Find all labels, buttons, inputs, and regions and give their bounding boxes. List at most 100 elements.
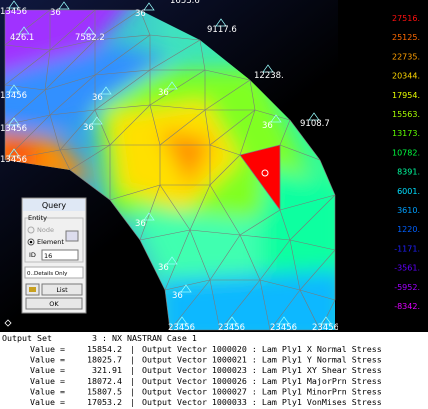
constraint-marker	[91, 116, 103, 125]
mesh-edge	[44, 39, 96, 91]
mesh-edge	[69, 169, 111, 201]
row-vector: Output Vector 1000023 : Lam Ply1 XY Shea…	[142, 365, 382, 375]
legend-label: 25125.	[392, 33, 420, 42]
mesh-edge	[209, 279, 221, 331]
dialog-title: Query	[42, 201, 67, 210]
mesh-edge	[259, 239, 291, 281]
dialog-titlebar	[23, 199, 85, 211]
node-label: 36	[92, 93, 103, 103]
mesh-edge	[94, 34, 151, 76]
output-bg	[0, 332, 428, 409]
mesh-edge	[259, 279, 271, 331]
node-label: 36	[135, 219, 146, 229]
node-label: 36	[83, 123, 94, 133]
mesh-edge	[149, 69, 206, 106]
row-vector: Output Vector 1000021 : Lam Ply1 Y Norma…	[142, 355, 382, 365]
legend-label: -1171.	[394, 244, 420, 253]
mesh-edge	[239, 109, 256, 156]
mesh-edge	[49, 9, 96, 51]
mesh-edge	[139, 9, 151, 36]
mesh-edge	[109, 199, 141, 241]
mesh-edge	[4, 49, 51, 86]
node-label: 36	[172, 291, 183, 301]
mesh-edge	[159, 109, 206, 146]
constraint-marker	[8, 84, 20, 93]
mesh	[4, 9, 336, 331]
pick-button[interactable]	[65, 230, 79, 242]
ok-button[interactable]	[25, 297, 83, 310]
legend-label: 27516.	[392, 14, 420, 23]
legend-label: 20344.	[392, 72, 420, 81]
mesh-edge	[59, 144, 111, 151]
mesh-edge	[279, 209, 291, 241]
legend-label: 10782.	[392, 148, 420, 157]
mesh-edge	[4, 84, 46, 91]
dropdown-text: 0..Details Only	[27, 271, 68, 277]
output-set-value: 3 : NX NASTRAN Case 1	[92, 333, 197, 343]
mesh-edge	[209, 144, 241, 156]
row-separator: |	[130, 376, 135, 386]
mesh-edge	[164, 279, 211, 291]
mesh-edge	[4, 9, 51, 46]
mesh-edge	[239, 144, 281, 156]
mesh-edge	[94, 104, 151, 111]
mesh-edge	[269, 289, 301, 331]
node-label: 9108.7	[300, 119, 330, 129]
mesh-edge	[239, 209, 281, 236]
mesh-edge	[319, 159, 336, 196]
mesh-edge	[299, 289, 321, 331]
node-label: 36	[158, 263, 169, 273]
group-label: Entity	[28, 214, 47, 222]
radio-node-label: Node	[37, 226, 54, 234]
mesh-edge	[44, 49, 51, 91]
row-label: Value =	[30, 355, 65, 365]
node-label: 13456	[0, 155, 27, 165]
constraint-marker	[166, 256, 178, 265]
id-input[interactable]	[41, 249, 79, 261]
legend-label: 8391.	[397, 168, 420, 177]
constraint-marker	[100, 86, 112, 95]
mesh-edge	[94, 34, 151, 41]
constraint-marker	[278, 316, 290, 325]
row-vector: Output Vector 1000027 : Lam Ply1 MinorPr…	[142, 386, 382, 396]
mesh-edge	[299, 249, 336, 291]
legend-label: -5952.	[394, 283, 420, 292]
node-label: 9117.6	[207, 25, 237, 35]
mesh-edge	[69, 144, 111, 171]
list-button[interactable]	[41, 283, 83, 296]
mesh-edge	[149, 39, 201, 71]
legend-label: 17954.	[392, 91, 420, 100]
mesh-edge	[149, 34, 201, 41]
constraint-marker	[58, 1, 70, 10]
node-label: 1653.6	[170, 0, 200, 6]
row-label: Value =	[30, 344, 65, 354]
node-label: 426.1	[10, 33, 34, 43]
constraint-marker	[308, 112, 320, 121]
mesh-edge	[289, 194, 336, 241]
detail-dropdown[interactable]	[24, 266, 84, 279]
mesh-edge	[209, 184, 241, 236]
mesh-edge	[159, 184, 191, 231]
mesh-edge	[239, 154, 281, 211]
mesh-edge	[94, 109, 111, 146]
legend-label: 6001.	[397, 187, 420, 196]
constraint-marker	[176, 316, 188, 325]
mesh-edge	[319, 299, 336, 331]
node-label: 7582.2	[75, 33, 105, 43]
row-separator: |	[130, 344, 135, 354]
mesh-edge	[249, 79, 256, 111]
mesh-edge	[254, 109, 291, 121]
node-label: 36	[262, 121, 273, 131]
row-label: Value =	[30, 376, 65, 386]
query-dialog: Query Entity Node Element ID 16 0..Detai…	[21, 197, 87, 314]
legend-label: 15563.	[392, 110, 420, 119]
mesh-edge	[59, 109, 96, 151]
row-separator: |	[130, 386, 135, 396]
radio-node[interactable]	[27, 226, 35, 234]
constraint-marker	[8, 0, 20, 9]
constraint-marker	[143, 212, 155, 221]
entity-group	[24, 217, 84, 263]
row-label: Value =	[30, 397, 65, 407]
mesh-edge	[94, 69, 151, 76]
mesh-edge	[164, 289, 171, 331]
